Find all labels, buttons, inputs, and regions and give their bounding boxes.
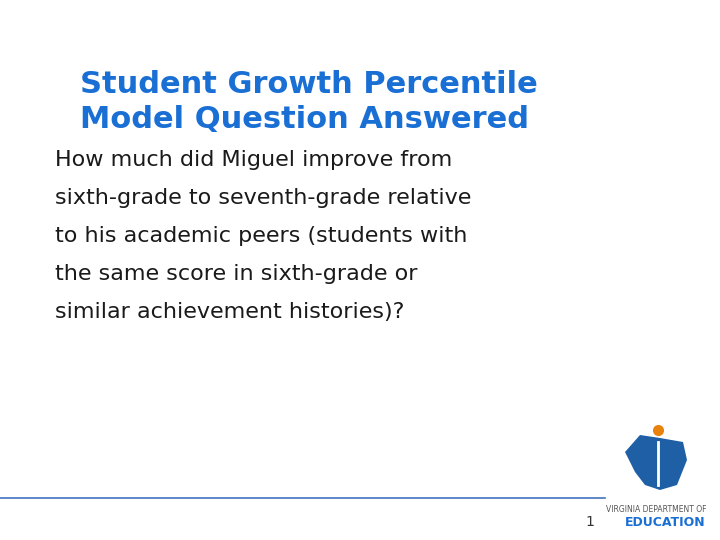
- Text: the same score in sixth-grade or: the same score in sixth-grade or: [55, 264, 418, 284]
- Text: to his academic peers (students with: to his academic peers (students with: [55, 226, 467, 246]
- Text: Student Growth Percentile: Student Growth Percentile: [80, 70, 538, 99]
- Text: VIRGINIA DEPARTMENT OF: VIRGINIA DEPARTMENT OF: [606, 505, 706, 515]
- Text: How much did Miguel improve from: How much did Miguel improve from: [55, 150, 452, 170]
- Text: EDUCATION: EDUCATION: [626, 516, 706, 529]
- Text: Model Question Answered: Model Question Answered: [80, 105, 529, 134]
- Text: sixth-grade to seventh-grade relative: sixth-grade to seventh-grade relative: [55, 188, 472, 208]
- Text: similar achievement histories)?: similar achievement histories)?: [55, 302, 405, 322]
- Polygon shape: [625, 435, 687, 490]
- Text: 1: 1: [585, 515, 595, 529]
